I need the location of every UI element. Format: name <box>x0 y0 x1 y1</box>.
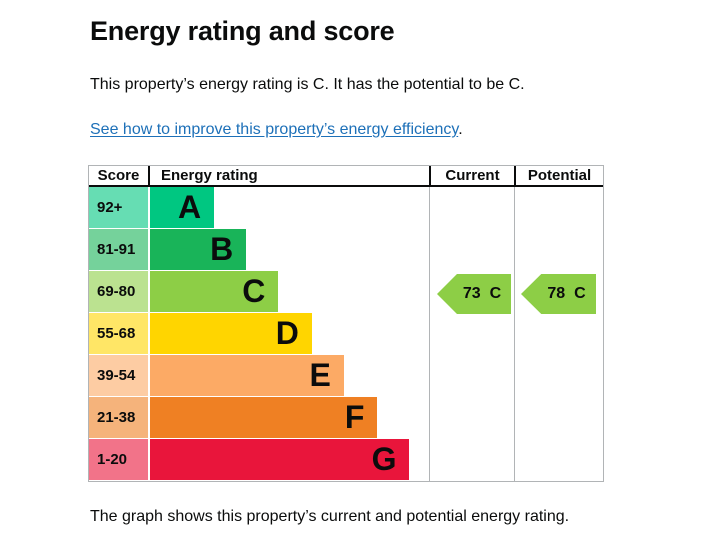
score-range-b: 81-91 <box>89 229 148 270</box>
band-row-d: 55-68 D <box>89 313 603 355</box>
potential-cell-b <box>514 229 603 271</box>
potential-cell-d <box>514 313 603 355</box>
chart-header-row: Score Energy rating Current Potential <box>89 166 603 187</box>
band-letter-b: B <box>210 231 234 267</box>
potential-cell-f <box>514 397 603 439</box>
score-range-c: 69-80 <box>89 271 148 312</box>
potential-rating-value: 78 <box>547 285 566 302</box>
link-suffix: . <box>458 121 463 138</box>
potential-cell-g <box>514 439 603 481</box>
band-bar-a: A <box>150 187 215 228</box>
band-letter-f: F <box>344 399 365 435</box>
score-range-d: 55-68 <box>89 313 148 354</box>
band-cell-a: A <box>148 187 429 229</box>
column-header-score: Score <box>97 167 140 184</box>
score-range-g: 1-20 <box>89 439 148 480</box>
current-cell-d <box>429 313 514 355</box>
current-cell-c <box>429 271 514 313</box>
band-cell-b: B <box>148 229 429 271</box>
improve-link-line: See how to improve this property’s energ… <box>90 121 463 139</box>
current-rating-value: 73 <box>462 285 481 302</box>
band-cell-d: D <box>148 313 429 355</box>
potential-cell-c <box>514 271 603 313</box>
band-cell-g: G <box>148 439 429 481</box>
current-cell-e <box>429 355 514 397</box>
column-header-current: Current <box>429 166 514 185</box>
band-bar-f: F <box>150 397 378 438</box>
score-range-a: 92+ <box>89 187 148 228</box>
page-title: Energy rating and score <box>90 16 395 46</box>
energy-rating-chart: Score Energy rating Current Potential 92… <box>88 165 604 482</box>
potential-cell-e <box>514 355 603 397</box>
band-letter-d: D <box>275 315 299 351</box>
column-header-potential: Potential <box>514 166 603 185</box>
current-cell-a <box>429 187 514 229</box>
band-row-c: 69-80 C <box>89 271 603 313</box>
band-row-b: 81-91 B <box>89 229 603 271</box>
current-cell-g <box>429 439 514 481</box>
band-bar-d: D <box>150 313 312 354</box>
band-letter-e: E <box>309 357 331 393</box>
band-row-f: 21-38 F <box>89 397 603 439</box>
band-bar-e: E <box>150 355 344 396</box>
current-rating-band: C <box>489 285 502 302</box>
graph-description-text: The graph shows this property’s current … <box>90 508 570 525</box>
band-bar-g: G <box>150 439 410 480</box>
band-bar-c: C <box>150 271 279 312</box>
band-letter-c: C <box>242 273 266 309</box>
rating-summary-text: This property’s energy rating is C. It h… <box>90 76 525 93</box>
band-cell-c: C <box>148 271 429 313</box>
band-row-e: 39-54 E <box>89 355 603 397</box>
band-bar-b: B <box>150 229 247 270</box>
current-cell-f <box>429 397 514 439</box>
potential-cell-a <box>514 187 603 229</box>
band-cell-e: E <box>148 355 429 397</box>
band-row-a: 92+ A <box>89 187 603 229</box>
band-letter-g: G <box>371 441 397 477</box>
current-cell-b <box>429 229 514 271</box>
band-cell-f: F <box>148 397 429 439</box>
improve-efficiency-link[interactable]: See how to improve this property’s energ… <box>90 121 459 138</box>
score-range-e: 39-54 <box>89 355 148 396</box>
band-letter-a: A <box>178 189 202 225</box>
score-range-f: 21-38 <box>89 397 148 438</box>
column-header-energy-rating: Energy rating <box>148 166 429 185</box>
band-row-g: 1-20 G <box>89 439 603 481</box>
potential-rating-band: C <box>574 285 586 302</box>
